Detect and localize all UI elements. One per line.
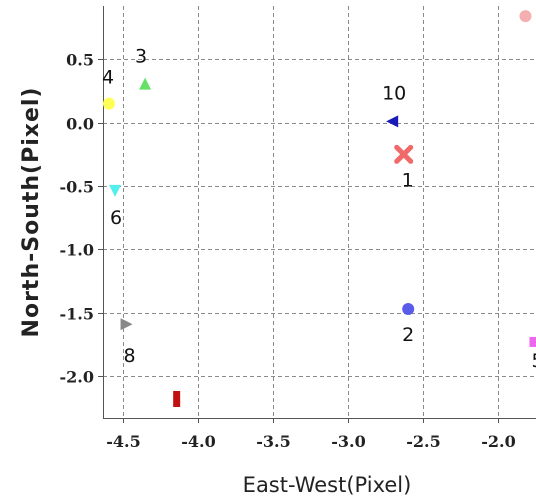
y-tick-labels: 0.5 0.0 -0.5 -1.0 -1.5 -2.0 bbox=[60, 51, 103, 387]
x-tick-label: -2.0 bbox=[481, 432, 515, 451]
point-label: 1 bbox=[402, 169, 414, 191]
y-tick-label: -0.5 bbox=[60, 178, 94, 197]
point-labels: 1 2 34 5 6 8 10 bbox=[102, 46, 536, 372]
grid-lines bbox=[103, 6, 536, 418]
y-tick-label: -1.0 bbox=[60, 241, 94, 260]
y-axis-title: North-South(Pixel) bbox=[19, 87, 44, 338]
point-label: 2 bbox=[402, 324, 414, 346]
x-tick-label: -2.5 bbox=[406, 432, 440, 451]
y-tick-label: -1.5 bbox=[60, 305, 94, 324]
y-tick-label: -2.0 bbox=[60, 368, 94, 387]
x-tick-label: -4.0 bbox=[181, 432, 215, 451]
y-tick-label: 0.0 bbox=[66, 115, 94, 134]
x-tick-label: -3.0 bbox=[331, 432, 365, 451]
point-label: 3 bbox=[135, 46, 147, 68]
data-point bbox=[120, 318, 133, 331]
data-points bbox=[103, 10, 536, 407]
point-label: 8 bbox=[124, 345, 136, 367]
data-point bbox=[173, 390, 181, 407]
x-tick-labels: -4.5 -4.0 -3.5 -3.0 -2.5 -2.0 bbox=[106, 418, 516, 451]
x-tick-label: -3.5 bbox=[256, 432, 290, 451]
point-label: 4 bbox=[102, 67, 114, 89]
data-point bbox=[103, 97, 116, 110]
y-tick-label: 0.5 bbox=[66, 51, 94, 70]
x-tick-label: -4.5 bbox=[106, 432, 140, 451]
data-point bbox=[109, 184, 122, 197]
x-axis-title: East-West(Pixel) bbox=[243, 473, 412, 497]
data-point bbox=[519, 10, 532, 23]
point-label: 6 bbox=[110, 207, 122, 229]
point-label: 10 bbox=[382, 82, 406, 104]
point-label: 5 bbox=[531, 350, 536, 372]
data-point bbox=[402, 302, 415, 315]
data-point bbox=[529, 336, 536, 347]
data-point bbox=[139, 77, 152, 90]
data-point bbox=[386, 115, 399, 128]
data-point bbox=[394, 144, 414, 164]
